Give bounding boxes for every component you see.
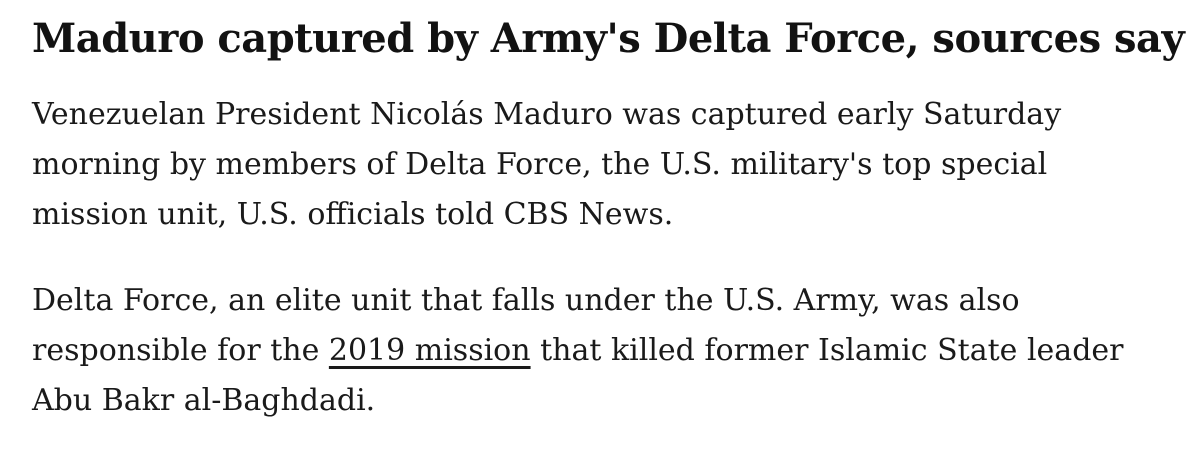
paragraph-2: Delta Force, an elite unit that falls un… — [32, 276, 1174, 426]
text-line: mission unit, U.S. officials told CBS Ne… — [32, 197, 674, 232]
text-line: Venezuelan President Nicolás Maduro was … — [32, 97, 1062, 132]
text-line: Delta Force, an elite unit that falls un… — [32, 283, 1020, 318]
text-line: Abu Bakr al-Baghdadi. — [32, 383, 376, 418]
text-segment: responsible for the — [32, 333, 329, 368]
paragraph-1: Venezuelan President Nicolás Maduro was … — [32, 90, 1174, 240]
headline: Maduro captured by Army's Delta Force, s… — [32, 15, 1185, 62]
text-segment: that killed former Islamic State leader — [530, 333, 1124, 368]
text-line: responsible for the 2019 mission that ki… — [32, 326, 1174, 376]
text-line: morning by members of Delta Force, the U… — [32, 147, 1048, 182]
2019-mission-link[interactable]: 2019 mission — [328, 333, 531, 368]
